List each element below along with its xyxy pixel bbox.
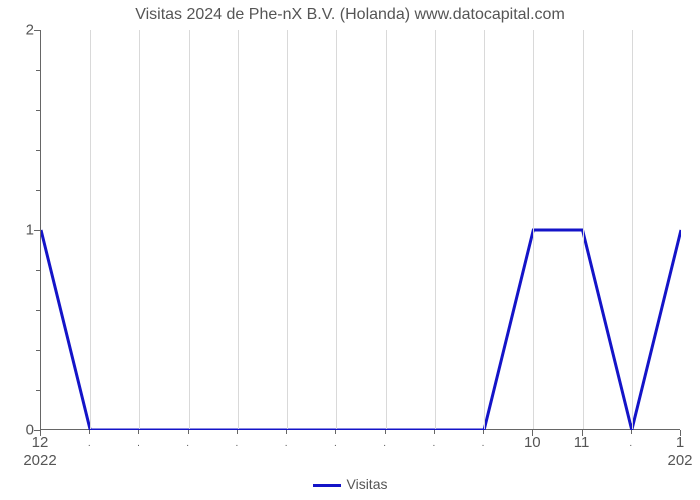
y-tick-minor [36,390,40,391]
gridline-vertical [139,30,140,429]
gridline-vertical [583,30,584,429]
x-tick-label: 10 [524,434,541,451]
gridline-vertical [484,30,485,429]
x-tick-label-minor: . [236,438,239,449]
y-tick-major [34,230,40,231]
y-tick-minor [36,110,40,111]
x-tick-minor [286,430,287,434]
legend-swatch [313,484,341,487]
gridline-vertical [90,30,91,429]
y-tick-major [34,30,40,31]
x-tick-minor [631,430,632,434]
gridline-vertical [632,30,633,429]
series-line [41,30,681,430]
x-tick-minor [335,430,336,434]
y-tick-minor [36,70,40,71]
x-tick-label-minor: . [432,438,435,449]
x-tick-label: 12 [32,434,49,451]
gridline-vertical [189,30,190,429]
x-tick-label-minor: . [88,438,91,449]
gridline-vertical [386,30,387,429]
x-tick-minor [138,430,139,434]
x-tick-minor [434,430,435,434]
y-tick-minor [36,190,40,191]
x-tick-label-minor: . [137,438,140,449]
gridline-vertical [435,30,436,429]
gridline-vertical [336,30,337,429]
legend-label: Visitas [347,476,388,492]
x-tick-minor [483,430,484,434]
plot-area [40,30,680,430]
x-tick-sublabel: 202 [667,452,692,469]
x-tick-label-minor: . [482,438,485,449]
x-tick-label-minor: . [186,438,189,449]
x-tick-sublabel: 2022 [23,452,56,469]
y-tick-minor [36,270,40,271]
x-tick-minor [385,430,386,434]
legend: Visitas [0,476,700,492]
x-tick-label: 11 [574,434,590,451]
y-tick-label: 1 [26,222,34,239]
gridline-vertical [238,30,239,429]
x-tick-label: 1 [676,434,684,451]
x-tick-label-minor: . [383,438,386,449]
x-tick-minor [89,430,90,434]
x-tick-label-minor: . [629,438,632,449]
y-tick-minor [36,350,40,351]
x-tick-label-minor: . [334,438,337,449]
x-tick-minor [188,430,189,434]
y-tick-label: 2 [26,22,34,39]
y-tick-minor [36,310,40,311]
line-chart: Visitas 2024 de Phe-nX B.V. (Holanda) ww… [0,0,700,500]
x-tick-label-minor: . [285,438,288,449]
x-tick-minor [237,430,238,434]
y-tick-minor [36,150,40,151]
gridline-vertical [287,30,288,429]
chart-title: Visitas 2024 de Phe-nX B.V. (Holanda) ww… [0,6,700,24]
gridline-vertical [533,30,534,429]
